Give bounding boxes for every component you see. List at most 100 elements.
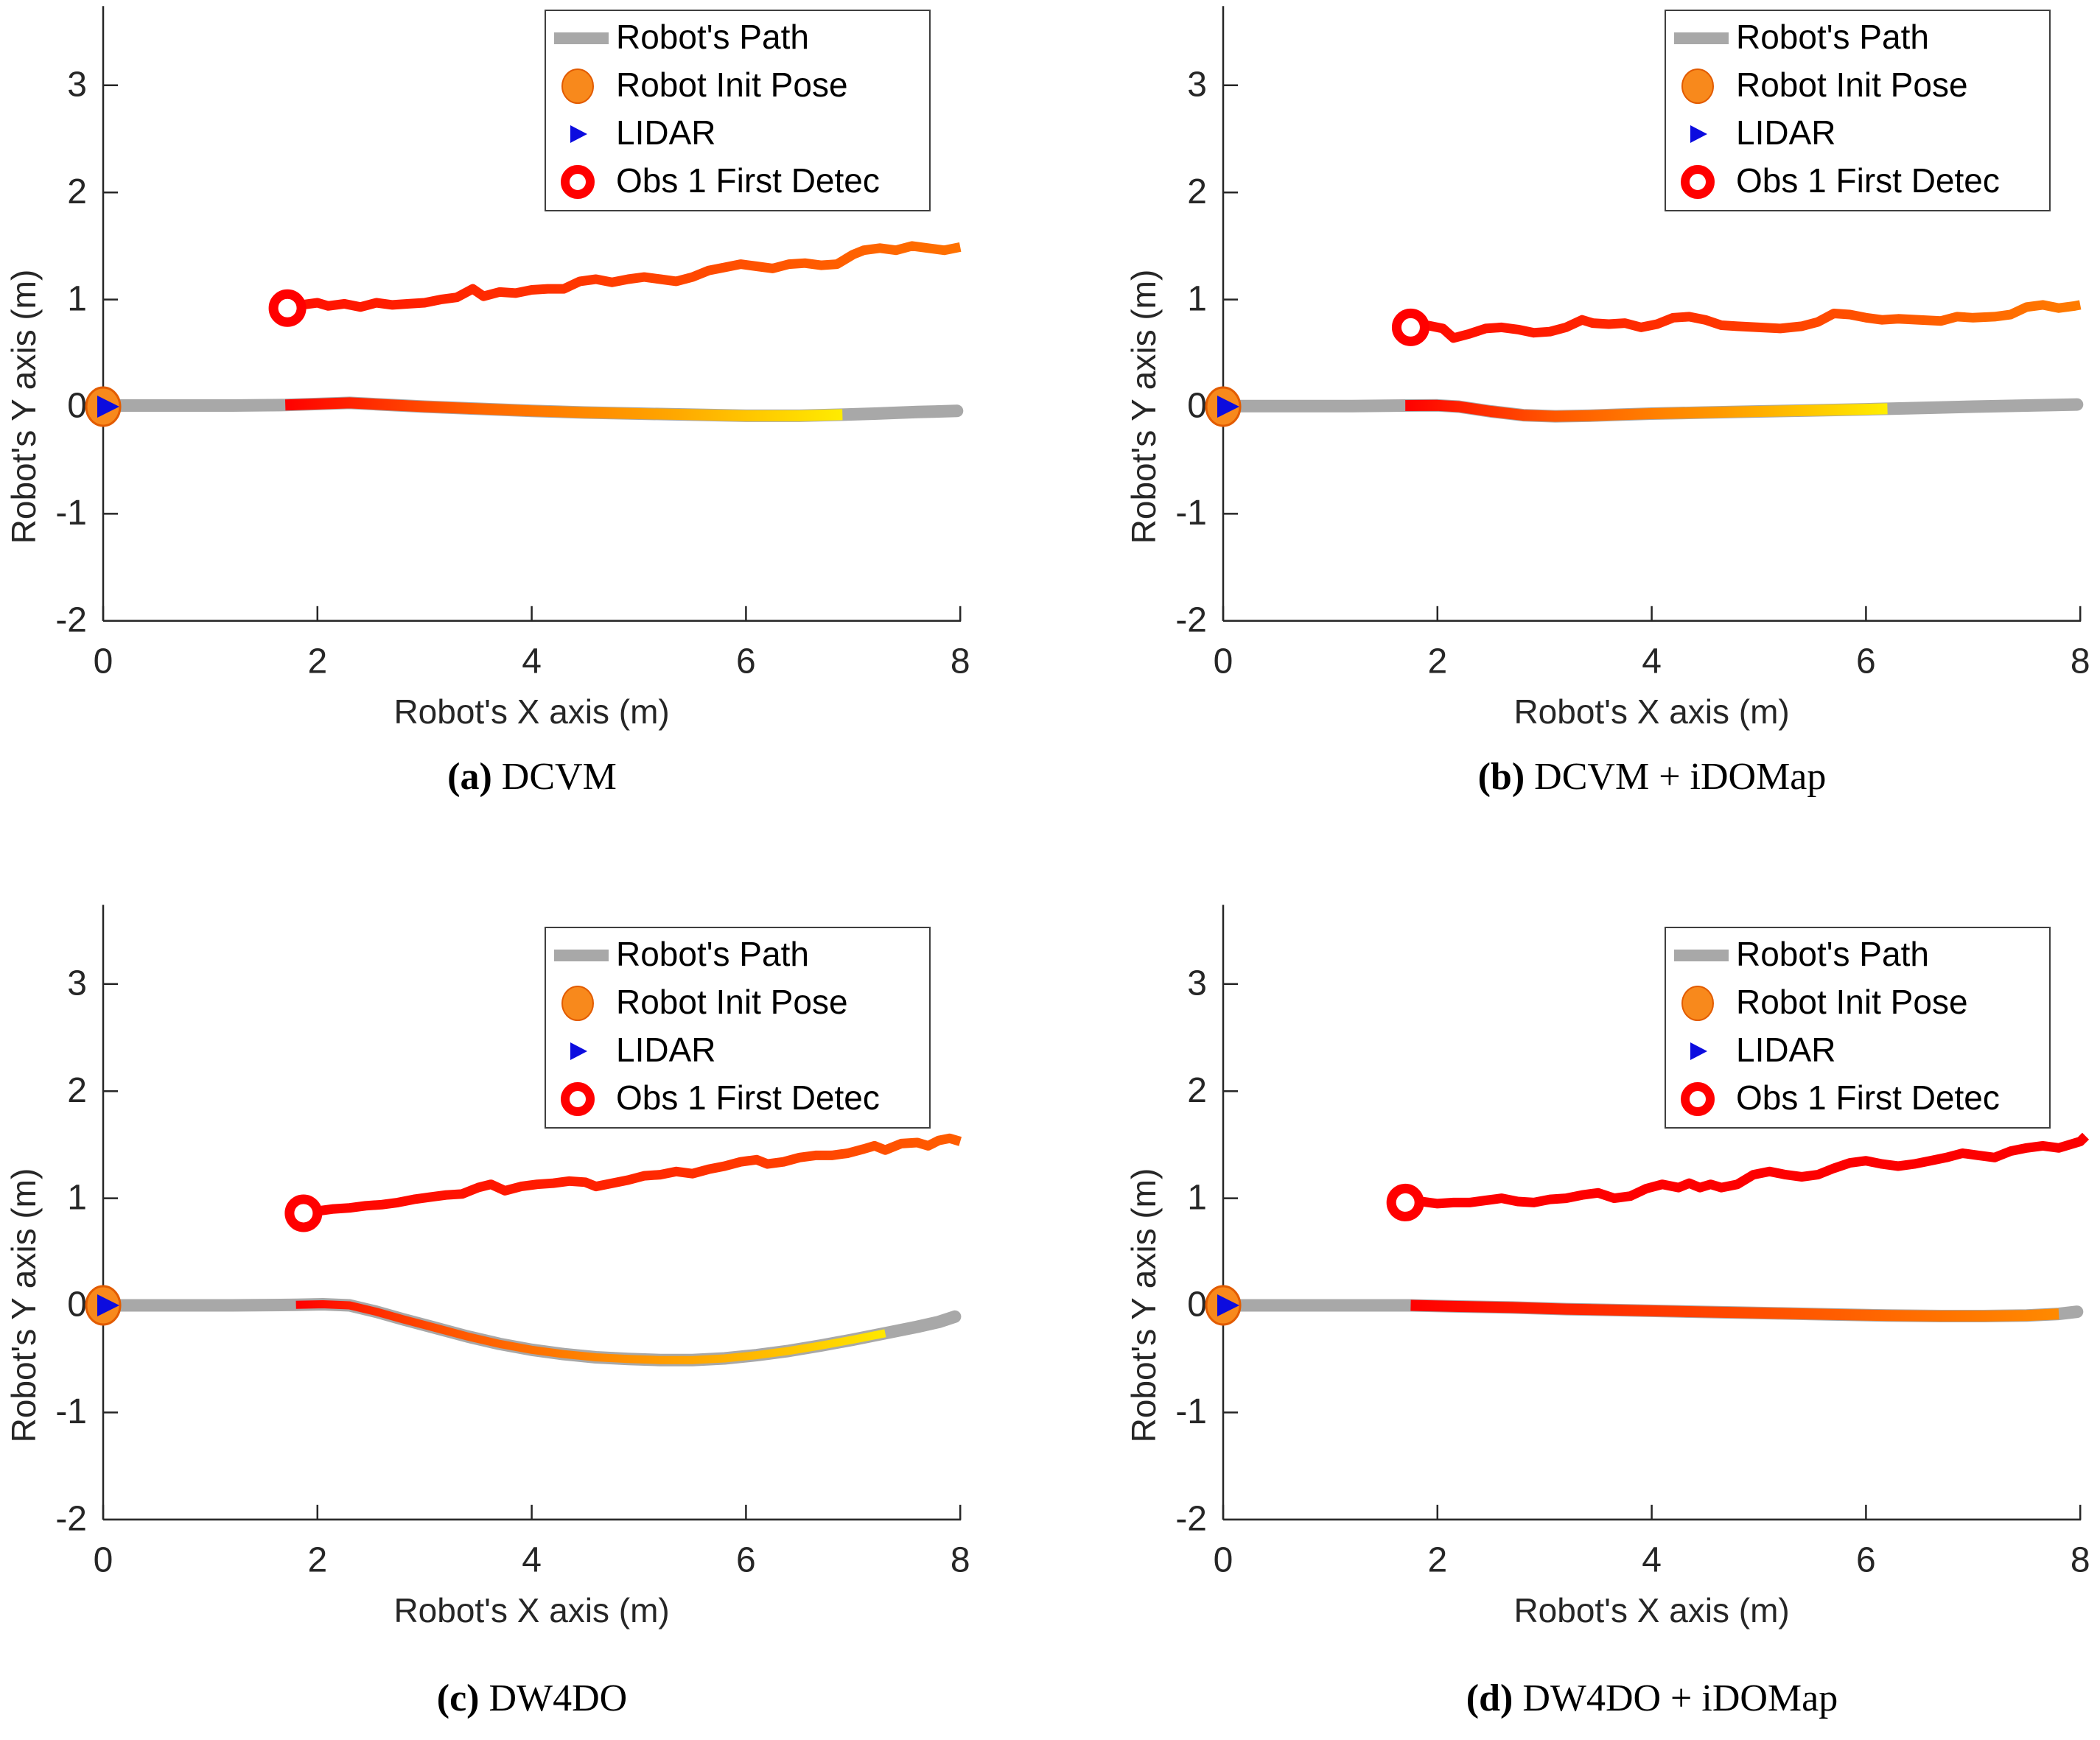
subplot-d-canvas: 0 2 4 6 8 -2 -1 0 1 2 3 Robot's X axis (m) Robot's Y… bbox=[1124, 905, 2090, 1630]
axes: 0 2 4 6 8 -2 -1 0 1 2 3 Robot's X axis (m) Robot's Y… bbox=[4, 905, 970, 1630]
caption-c-name: DW4DO bbox=[489, 1677, 628, 1719]
subplot-a-canvas: 0 2 4 6 8 -2 -1 0 1 2 3 Robot's X axis (m) Robot's Y… bbox=[4, 6, 970, 731]
x-axis-label: Robot's X axis (m) bbox=[393, 692, 669, 731]
caption-d: (d) DW4DO + iDOMap bbox=[1466, 1677, 1838, 1720]
legend-lidar-icon bbox=[1690, 125, 1707, 143]
obstacle-path bbox=[286, 241, 962, 313]
y-axis-label: Robot's Y axis (m) bbox=[4, 1168, 43, 1443]
caption-c: (c) DW4DO bbox=[437, 1677, 627, 1720]
x-axis-label: Robot's X axis (m) bbox=[1513, 692, 1789, 731]
subplot-c: 0 2 4 6 8 -2 -1 0 1 2 3 Robot's X axis (m) Robot's Y… bbox=[0, 870, 1050, 1740]
y-tick-label: 0 bbox=[67, 1285, 87, 1325]
caption-a-name: DCVM bbox=[501, 756, 617, 798]
robot-path-colored bbox=[1405, 399, 1888, 422]
x-tick-label: 4 bbox=[522, 642, 542, 681]
obstacle-first-detect-marker bbox=[268, 289, 307, 327]
robot-path-colored bbox=[284, 397, 843, 421]
legend-box bbox=[545, 10, 931, 211]
caption-b-label: (b) bbox=[1477, 756, 1525, 798]
y-tick-label: -1 bbox=[1175, 494, 1207, 533]
y-tick-label: 1 bbox=[67, 279, 87, 318]
subplot-b-canvas: 0 2 4 6 8 -2 -1 0 1 2 3 Robot's X axis (m) Robot's Y… bbox=[1124, 6, 2090, 731]
x-tick-label: 0 bbox=[94, 1540, 113, 1579]
legend-item-label: Obs 1 First Detec bbox=[616, 1078, 880, 1117]
caption-b-name: DCVM + iDOMap bbox=[1534, 756, 1827, 798]
subplot-a: 0 2 4 6 8 -2 -1 0 1 2 3 Robot's X axis (m) Robot's Y… bbox=[0, 0, 1050, 870]
y-tick-label: 2 bbox=[67, 172, 87, 211]
obstacle-path bbox=[1404, 1132, 2090, 1209]
x-tick-label: 0 bbox=[1214, 642, 1233, 681]
y-tick-label: -1 bbox=[55, 1392, 87, 1431]
legend-item-label: LIDAR bbox=[616, 113, 715, 152]
y-tick-label: -2 bbox=[1175, 1499, 1207, 1538]
legend-box bbox=[1665, 10, 2051, 211]
legend-item-label: Robot's Path bbox=[616, 18, 809, 56]
obstacle-first-detect-marker bbox=[284, 1194, 323, 1232]
legend-init-pose-icon bbox=[1681, 986, 1714, 1021]
y-tick-label: 1 bbox=[1187, 279, 1207, 318]
caption-a-label: (a) bbox=[447, 756, 492, 798]
legend-item-label: Obs 1 First Detec bbox=[1736, 1078, 2000, 1117]
legend: Robot's Path Robot Init Pose LIDAR Obs 1 Fi… bbox=[545, 927, 931, 1129]
y-tick-label: 3 bbox=[67, 964, 87, 1003]
x-tick-label: 8 bbox=[2071, 1540, 2090, 1579]
y-tick-label: 3 bbox=[67, 65, 87, 104]
y-tick-label: 0 bbox=[1187, 1285, 1207, 1325]
legend-init-pose-icon bbox=[1681, 69, 1714, 104]
x-axis-label: Robot's X axis (m) bbox=[393, 1591, 669, 1630]
caption-d-name: DW4DO + iDOMap bbox=[1522, 1677, 1838, 1719]
axes: 0 2 4 6 8 -2 -1 0 1 2 3 Robot's X axis (m) Robot's Y… bbox=[1124, 6, 2090, 731]
legend-item-label: Robot Init Pose bbox=[1736, 66, 1968, 104]
robot-path-colored bbox=[295, 1300, 886, 1364]
legend-box bbox=[1665, 927, 2051, 1129]
y-axis-label: Robot's Y axis (m) bbox=[1124, 270, 1163, 544]
y-axis-label: Robot's Y axis (m) bbox=[4, 270, 43, 544]
y-tick-label: -2 bbox=[55, 1499, 87, 1538]
subplot-c-canvas: 0 2 4 6 8 -2 -1 0 1 2 3 Robot's X axis (m) Robot's Y… bbox=[4, 905, 970, 1630]
y-tick-label: 0 bbox=[1187, 387, 1207, 426]
legend-init-pose-icon bbox=[561, 69, 594, 104]
caption-c-label: (c) bbox=[436, 1677, 480, 1719]
robot-path-colored bbox=[1410, 1299, 2059, 1322]
y-tick-label: 2 bbox=[1187, 172, 1207, 211]
legend-lidar-icon bbox=[570, 125, 587, 143]
x-tick-label: 6 bbox=[1856, 1540, 1876, 1579]
lidar-marker bbox=[97, 1294, 119, 1316]
y-tick-label: 3 bbox=[1187, 964, 1207, 1003]
y-tick-label: 1 bbox=[67, 1178, 87, 1217]
y-tick-label: 2 bbox=[1187, 1071, 1207, 1110]
obstacle-path bbox=[302, 1133, 962, 1218]
y-tick-label: 3 bbox=[1187, 65, 1207, 104]
y-tick-label: -2 bbox=[55, 600, 87, 639]
legend-first-detect-icon bbox=[561, 1082, 595, 1116]
legend-item-label: Robot Init Pose bbox=[1736, 983, 1968, 1021]
x-tick-label: 6 bbox=[1856, 642, 1876, 681]
legend: Robot's Path Robot Init Pose LIDAR Obs 1 Fi… bbox=[1665, 10, 2051, 211]
y-tick-label: 0 bbox=[67, 387, 87, 426]
legend-box bbox=[545, 927, 931, 1129]
legend-item-label: Robot Init Pose bbox=[616, 66, 848, 104]
obstacle-first-detect-marker bbox=[1391, 308, 1429, 346]
x-tick-label: 2 bbox=[1427, 642, 1447, 681]
legend-item-label: LIDAR bbox=[1736, 1031, 1835, 1069]
x-tick-label: 4 bbox=[1642, 642, 1662, 681]
legend-first-detect-icon bbox=[1681, 165, 1715, 199]
legend: Robot's Path Robot Init Pose LIDAR Obs 1 Fi… bbox=[545, 10, 931, 211]
subplot-d: 0 2 4 6 8 -2 -1 0 1 2 3 Robot's X axis (m) Robot's Y… bbox=[1050, 870, 2100, 1740]
legend-first-detect-icon bbox=[1681, 1082, 1715, 1116]
legend-item-label: Robot's Path bbox=[1736, 935, 1929, 973]
legend-lidar-icon bbox=[1690, 1042, 1707, 1060]
legend-item-label: LIDAR bbox=[616, 1031, 715, 1069]
lidar-marker bbox=[1217, 1294, 1239, 1316]
x-tick-label: 8 bbox=[951, 642, 970, 681]
obstacle-first-detect-marker bbox=[1386, 1183, 1424, 1221]
lidar-marker bbox=[1217, 396, 1239, 418]
legend-first-detect-icon bbox=[561, 165, 595, 199]
y-axis-label: Robot's Y axis (m) bbox=[1124, 1168, 1163, 1443]
x-tick-label: 2 bbox=[307, 642, 327, 681]
legend-item-label: Robot's Path bbox=[1736, 18, 1929, 56]
caption-a: (a) DCVM bbox=[447, 755, 617, 799]
x-tick-label: 0 bbox=[1214, 1540, 1233, 1579]
caption-b: (b) DCVM + iDOMap bbox=[1478, 755, 1827, 799]
legend-item-label: Obs 1 First Detec bbox=[1736, 161, 2000, 200]
